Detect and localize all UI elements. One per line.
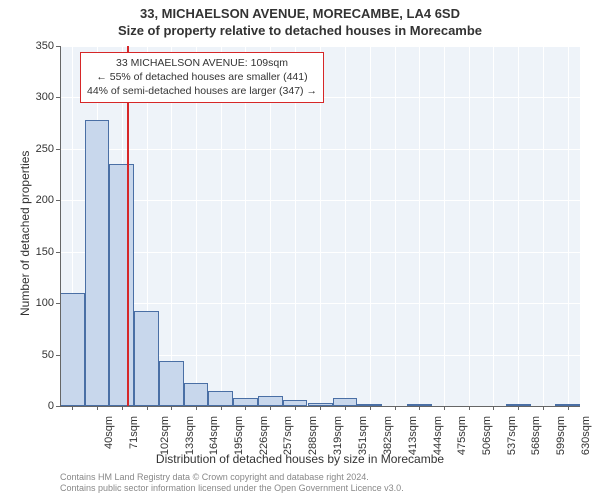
- x-tick-label: 40sqm: [103, 416, 115, 449]
- x-tick-label: 257sqm: [283, 416, 295, 455]
- y-tick-label: 100: [14, 297, 54, 309]
- grid-vertical: [395, 46, 396, 406]
- histogram-bar: [258, 396, 283, 406]
- y-tick-mark: [56, 200, 60, 201]
- histogram-bar: [109, 164, 134, 406]
- x-tick-label: 133sqm: [184, 416, 196, 455]
- x-tick-mark: [72, 406, 73, 410]
- y-tick-label: 350: [14, 40, 54, 52]
- x-tick-label: 71sqm: [128, 416, 140, 449]
- x-tick-mark: [270, 406, 271, 410]
- x-tick-mark: [320, 406, 321, 410]
- x-tick-label: 413sqm: [407, 416, 419, 455]
- x-tick-mark: [419, 406, 420, 410]
- histogram-bar: [134, 311, 159, 406]
- x-tick-mark: [97, 406, 98, 410]
- footer: Contains HM Land Registry data © Crown c…: [60, 472, 404, 494]
- y-tick-mark: [56, 406, 60, 407]
- chart-title-line2: Size of property relative to detached ho…: [0, 23, 600, 38]
- y-tick-label: 250: [14, 143, 54, 155]
- x-tick-label: 599sqm: [555, 416, 567, 455]
- x-tick-label: 506sqm: [481, 416, 493, 455]
- x-tick-label: 382sqm: [382, 416, 394, 455]
- y-axis-title-text: Number of detached properties: [18, 151, 32, 316]
- annotation-box: 33 MICHAELSON AVENUE: 109sqm ← 55% of de…: [80, 52, 324, 103]
- grid-vertical: [543, 46, 544, 406]
- x-tick-label: 444sqm: [432, 416, 444, 455]
- x-tick-mark: [370, 406, 371, 410]
- x-tick-label: 164sqm: [208, 416, 220, 455]
- x-tick-label: 226sqm: [258, 416, 270, 455]
- x-tick-mark: [444, 406, 445, 410]
- grid-vertical: [345, 46, 346, 406]
- grid-vertical: [469, 46, 470, 406]
- x-tick-label: 568sqm: [531, 416, 543, 455]
- grid-vertical: [493, 46, 494, 406]
- y-tick-mark: [56, 355, 60, 356]
- y-tick-mark: [56, 149, 60, 150]
- x-tick-mark: [469, 406, 470, 410]
- histogram-bar: [233, 398, 258, 406]
- histogram-bar: [333, 398, 358, 406]
- x-tick-label: 319sqm: [332, 416, 344, 455]
- x-tick-mark: [568, 406, 569, 410]
- histogram-bar: [159, 361, 184, 406]
- x-tick-mark: [221, 406, 222, 410]
- y-tick-mark: [56, 252, 60, 253]
- x-tick-label: 351sqm: [358, 416, 370, 455]
- x-tick-mark: [245, 406, 246, 410]
- y-tick-label: 200: [14, 194, 54, 206]
- y-axis-title: Number of detached properties: [18, 151, 32, 316]
- y-axis-line: [60, 46, 61, 406]
- y-tick-mark: [56, 97, 60, 98]
- histogram-bar: [85, 120, 110, 406]
- x-tick-mark: [147, 406, 148, 410]
- x-tick-mark: [345, 406, 346, 410]
- x-tick-label: 630sqm: [580, 416, 592, 455]
- y-tick-label: 50: [14, 349, 54, 361]
- annotation-line3: 44% of semi-detached houses are larger (…: [87, 84, 317, 98]
- y-tick-label: 0: [14, 400, 54, 412]
- x-tick-mark: [493, 406, 494, 410]
- x-tick-label: 537sqm: [506, 416, 518, 455]
- y-tick-label: 150: [14, 246, 54, 258]
- histogram-bar: [208, 391, 233, 406]
- x-tick-label: 475sqm: [456, 416, 468, 455]
- chart-container: 33, MICHAELSON AVENUE, MORECAMBE, LA4 6S…: [0, 0, 600, 500]
- x-tick-label: 102sqm: [159, 416, 171, 455]
- x-tick-label: 288sqm: [307, 416, 319, 455]
- grid-vertical: [419, 46, 420, 406]
- x-tick-mark: [543, 406, 544, 410]
- annotation-line1: 33 MICHAELSON AVENUE: 109sqm: [87, 56, 317, 70]
- x-tick-mark: [122, 406, 123, 410]
- chart-title-line1: 33, MICHAELSON AVENUE, MORECAMBE, LA4 6S…: [0, 6, 600, 21]
- grid-vertical: [444, 46, 445, 406]
- histogram-bar: [60, 293, 85, 406]
- histogram-bar: [184, 383, 209, 406]
- y-tick-mark: [56, 303, 60, 304]
- x-tick-mark: [518, 406, 519, 410]
- footer-line2: Contains public sector information licen…: [60, 483, 404, 494]
- x-tick-mark: [295, 406, 296, 410]
- x-tick-label: 195sqm: [233, 416, 245, 455]
- x-tick-mark: [395, 406, 396, 410]
- x-tick-mark: [196, 406, 197, 410]
- y-tick-label: 300: [14, 91, 54, 103]
- x-tick-mark: [171, 406, 172, 410]
- annotation-line2: ← 55% of detached houses are smaller (44…: [87, 70, 317, 84]
- grid-vertical: [370, 46, 371, 406]
- grid-vertical: [518, 46, 519, 406]
- y-tick-mark: [56, 46, 60, 47]
- grid-vertical: [568, 46, 569, 406]
- footer-line1: Contains HM Land Registry data © Crown c…: [60, 472, 404, 483]
